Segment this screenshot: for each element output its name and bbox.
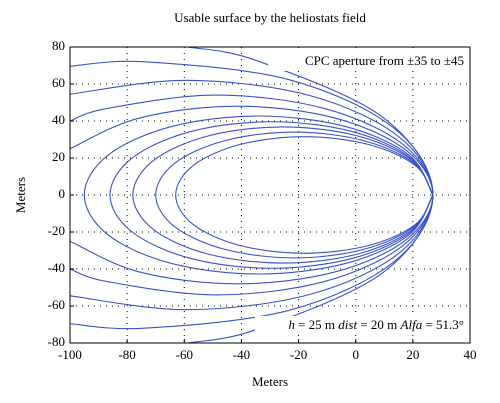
y-tick-label: 40 — [52, 112, 65, 127]
y-tick-label: -20 — [48, 223, 65, 238]
x-tick-label: -80 — [118, 347, 135, 362]
x-tick-label: 20 — [406, 347, 419, 362]
x-tick-label: -40 — [233, 347, 250, 362]
y-tick-label: 20 — [52, 149, 65, 164]
annotation-part: dist — [338, 317, 357, 332]
y-tick-label: 0 — [59, 186, 66, 201]
annotation-bg — [255, 316, 467, 335]
x-tick-label: 40 — [464, 347, 477, 362]
y-tick-label: -80 — [48, 334, 65, 349]
curve — [155, 131, 434, 259]
y-tick-label: 80 — [52, 38, 65, 53]
y-tick-label: 60 — [52, 75, 65, 90]
x-tick-label: 0 — [352, 347, 359, 362]
annotations: CPC aperture from ±35 to ±45 h = 25 m dis… — [255, 52, 467, 335]
chart-title: Usable surface by the heliostats field — [174, 10, 366, 25]
curve — [83, 115, 434, 275]
x-axis-label: Meters — [252, 374, 288, 389]
curve — [175, 136, 434, 254]
annotation-bg — [268, 52, 466, 71]
annotation-part: Alfa — [400, 317, 423, 332]
x-tick-label: -100 — [58, 347, 82, 362]
y-tick-label: -60 — [48, 297, 65, 312]
x-tick-label: -60 — [176, 347, 193, 362]
annotation-part: = 20 m — [357, 317, 400, 332]
annotation-part: h — [288, 317, 295, 332]
x-tick-label: -20 — [290, 347, 307, 362]
annotation: CPC aperture from ±35 to ±45 — [305, 53, 464, 68]
y-axis-label: Meters — [13, 177, 28, 213]
grid — [69, 46, 471, 344]
annotation: h = 25 m dist = 20 m Alfa = 51.3° — [288, 317, 464, 332]
y-tick-label: -40 — [48, 260, 65, 275]
curves — [70, 47, 434, 343]
curve — [109, 121, 434, 269]
annotation-part: = 25 m — [295, 317, 338, 332]
curve — [132, 126, 434, 264]
annotation-part: = 51.3° — [422, 317, 464, 332]
